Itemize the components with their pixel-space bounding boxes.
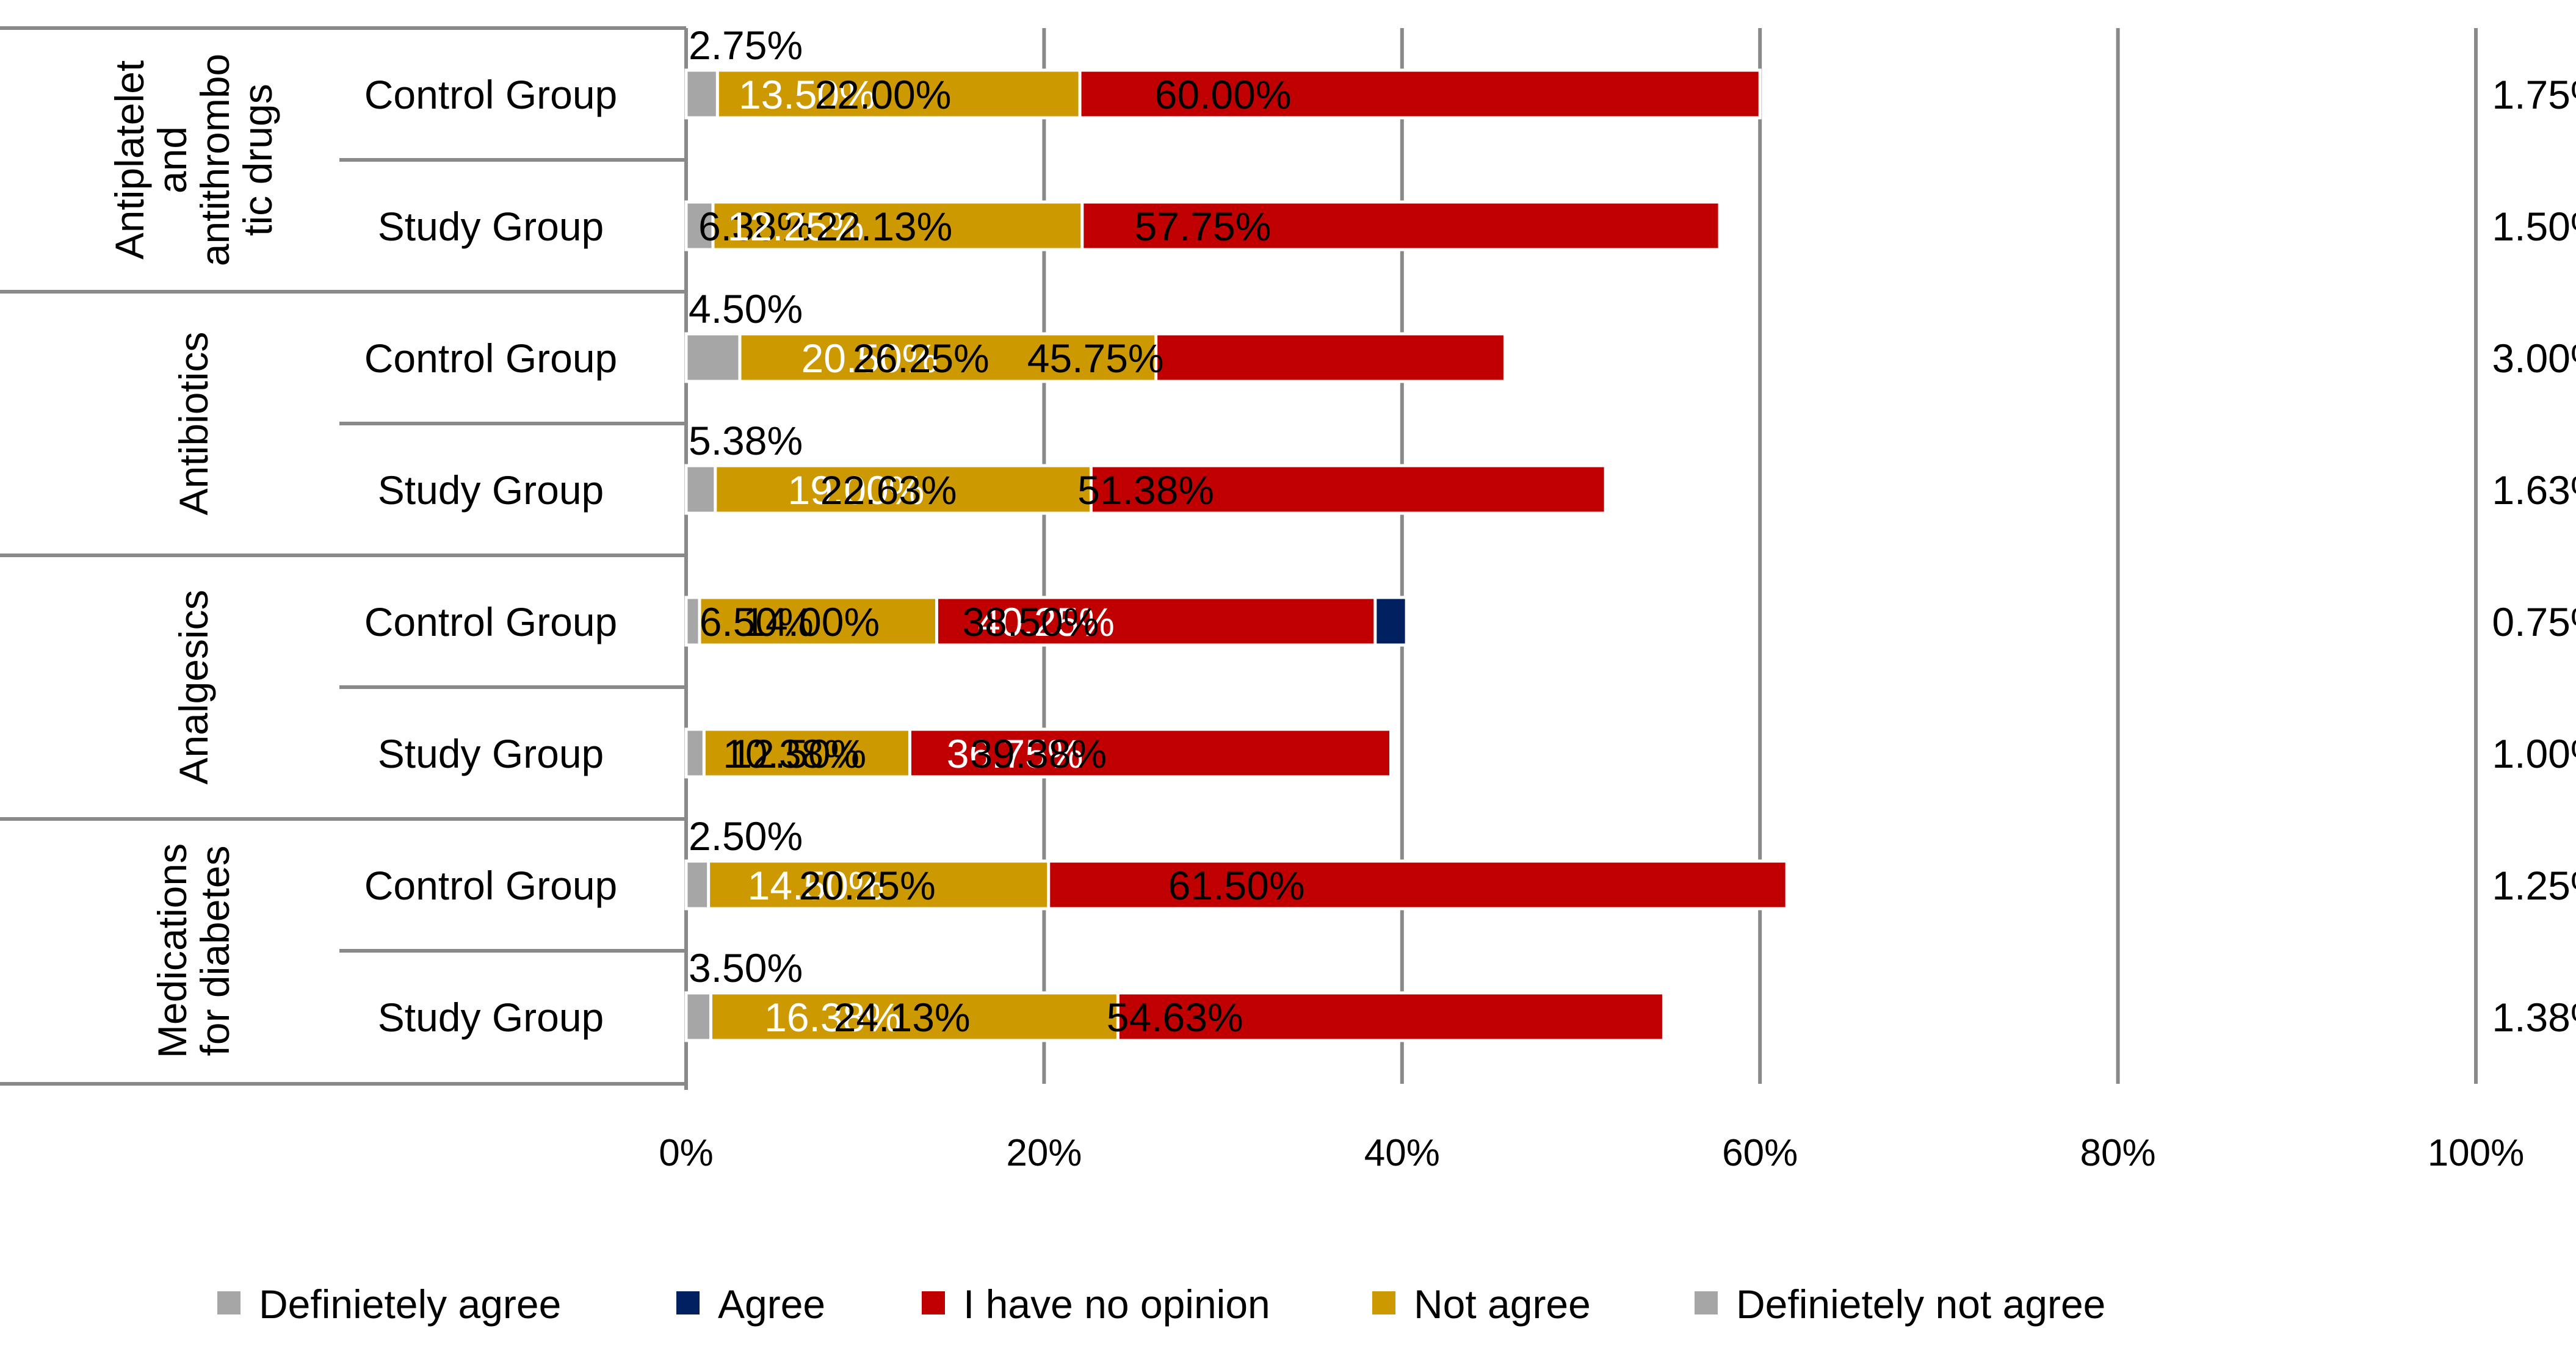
- value-label: 16.38%: [764, 995, 901, 1040]
- row-label: Control Group: [364, 336, 618, 381]
- x-axis-ticks: 0% 20% 40% 60% 80% 100%: [659, 1132, 2524, 1174]
- bar-segments: [684, 68, 1789, 1042]
- bar-segment: [684, 68, 1082, 120]
- value-label: 1.50%: [2492, 204, 2576, 249]
- value-label: 24.13%: [834, 995, 971, 1040]
- value-label: 2.75%: [689, 23, 803, 68]
- value-label: 10.38%: [723, 731, 859, 776]
- legend-swatch: [676, 1291, 700, 1314]
- value-label: 57.75%: [1135, 204, 1272, 249]
- x-tick-label: 20%: [1006, 1132, 1082, 1174]
- group-label: Antibiotics: [171, 332, 216, 516]
- value-label: 1.63%: [2492, 467, 2576, 513]
- value-label: 0.75%: [2492, 599, 2576, 644]
- row-label: Study Group: [378, 995, 604, 1040]
- legend-swatch: [1695, 1291, 1718, 1314]
- group-label-line: antithrombo: [192, 54, 237, 267]
- value-label: 51.38%: [1077, 467, 1214, 513]
- bar-segment: [684, 727, 911, 779]
- bar-segment: [684, 991, 712, 1042]
- value-label: 1.75%: [2492, 72, 2576, 117]
- bar-segment: [684, 200, 715, 251]
- value-label: 12.50%: [729, 731, 866, 776]
- value-label: 20.25%: [799, 863, 936, 908]
- row-label: Control Group: [364, 599, 618, 644]
- value-label: 5.38%: [689, 418, 803, 463]
- row-label: Control Group: [364, 863, 618, 908]
- group-label-line: Medications: [150, 843, 195, 1058]
- value-label: 38.50%: [962, 599, 1099, 644]
- legend-swatch: [922, 1291, 945, 1314]
- value-label: 39.38%: [970, 731, 1107, 776]
- legend-label: Definietely not agree: [1736, 1282, 2105, 1327]
- x-tick-label: 0%: [659, 1132, 714, 1174]
- legend-label: Definietely agree: [259, 1282, 561, 1327]
- value-labels: 2.75%13.50% 60.00% 22.00% 1.75% 6.38%12.25% 5…: [689, 23, 2576, 1040]
- group-label-line: Antiplatelet: [107, 60, 152, 260]
- bar-segment: [684, 596, 701, 647]
- legend-swatch: [1372, 1291, 1395, 1314]
- value-label: 54.63%: [1107, 995, 1243, 1040]
- bar-segment: [684, 859, 711, 910]
- group-label: Analgesics: [171, 590, 216, 784]
- value-label: 22.00%: [815, 72, 952, 117]
- x-tick-label: 60%: [1722, 1132, 1798, 1174]
- bar-segment: [684, 332, 742, 383]
- group-label: Antiplateletandantithrombotic drugs: [107, 54, 280, 267]
- value-label: 45.75%: [1027, 336, 1164, 381]
- bar-segment: [684, 200, 1084, 251]
- value-label: 60.00%: [1155, 72, 1292, 117]
- value-label: 1.25%: [2492, 863, 2576, 908]
- value-label: 6.50%: [700, 599, 814, 644]
- bar-segment: [684, 991, 1120, 1042]
- value-label: 61.50%: [1168, 863, 1305, 908]
- value-label: 12.25%: [728, 204, 864, 249]
- value-label: 22.63%: [820, 467, 957, 513]
- legend-label: Agree: [718, 1282, 825, 1327]
- legend-label: I have no opinion: [963, 1282, 1270, 1327]
- legend-label: Not agree: [1414, 1282, 1591, 1327]
- group-label-line: and: [150, 126, 195, 193]
- x-tick-label: 80%: [2080, 1132, 2156, 1174]
- value-label: 26.25%: [853, 336, 990, 381]
- value-label: 1.00%: [2492, 731, 2576, 776]
- gridlines: [1042, 28, 2478, 1084]
- bar-segment: [684, 596, 938, 647]
- group-label-line: for diabetes: [192, 846, 237, 1056]
- x-tick-label: 100%: [2428, 1132, 2525, 1174]
- legend: Definietely agree Agree I have no opinion N…: [217, 1282, 2105, 1327]
- row-label: Control Group: [364, 72, 618, 117]
- x-tick-label: 40%: [1364, 1132, 1440, 1174]
- group-label: Medicationsfor diabetes: [150, 843, 237, 1058]
- group-label-line: Antibiotics: [171, 332, 216, 516]
- value-label: 19.00%: [788, 467, 925, 513]
- row-label: Study Group: [378, 467, 604, 513]
- group-label-line: Analgesics: [171, 590, 216, 784]
- value-label: 14.50%: [748, 863, 885, 908]
- bar-segment: [684, 464, 717, 515]
- value-label: 40.25%: [978, 599, 1115, 644]
- value-label: 2.50%: [689, 813, 803, 859]
- group-label-line: tic drugs: [235, 84, 280, 236]
- value-label: 13.50%: [739, 72, 875, 117]
- category-axis: Antiplateletandantithrombotic drugs Contr…: [0, 26, 688, 1090]
- value-label: 14.00%: [743, 599, 880, 644]
- value-label: 3.00%: [2492, 336, 2576, 381]
- value-label: 4.50%: [689, 286, 803, 331]
- value-label: 20.50%: [801, 336, 938, 381]
- legend-swatch: [217, 1291, 241, 1314]
- value-label: 22.13%: [816, 204, 952, 249]
- value-label: 36.75%: [947, 731, 1084, 776]
- row-label: Study Group: [378, 731, 604, 776]
- row-label: Study Group: [378, 204, 604, 249]
- value-label: 1.38%: [2492, 995, 2576, 1040]
- bar-segment: [684, 727, 706, 779]
- bar-segment: [684, 68, 719, 120]
- value-label: 6.38%: [698, 204, 812, 249]
- value-label: 3.50%: [689, 945, 803, 990]
